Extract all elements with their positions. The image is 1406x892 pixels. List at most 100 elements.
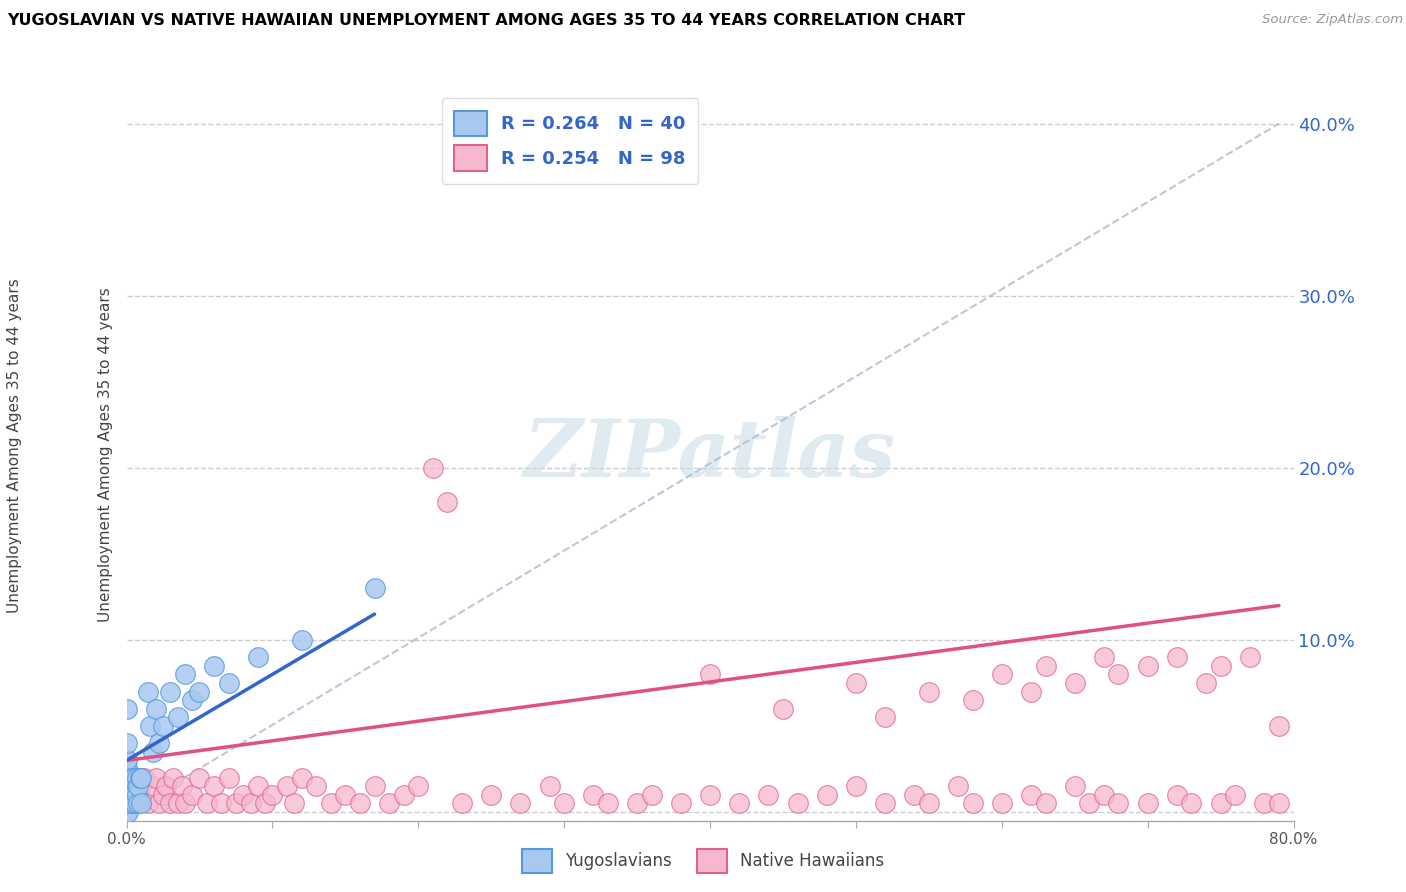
- Point: [990, 667, 1012, 681]
- Text: Unemployment Among Ages 35 to 44 years: Unemployment Among Ages 35 to 44 years: [7, 278, 21, 614]
- Point: [115, 753, 138, 767]
- Point: [170, 779, 193, 793]
- Point: [451, 797, 474, 811]
- Point: [232, 788, 254, 802]
- Point: [262, 788, 284, 802]
- Point: [1209, 658, 1232, 673]
- Point: [1253, 797, 1275, 811]
- Point: [139, 719, 162, 733]
- Point: [786, 797, 808, 811]
- Point: [640, 788, 664, 802]
- Point: [166, 797, 188, 811]
- Point: [138, 797, 160, 811]
- Point: [145, 771, 167, 785]
- Point: [125, 771, 148, 785]
- Point: [115, 762, 138, 776]
- Point: [117, 805, 139, 819]
- Point: [115, 779, 138, 793]
- Point: [115, 702, 138, 716]
- Point: [125, 788, 148, 802]
- Point: [132, 771, 155, 785]
- Point: [1063, 779, 1085, 793]
- Point: [115, 736, 138, 750]
- Point: [1092, 650, 1115, 665]
- Point: [815, 788, 838, 802]
- Point: [120, 788, 142, 802]
- Point: [218, 676, 240, 690]
- Point: [239, 797, 262, 811]
- Point: [699, 667, 721, 681]
- Point: [174, 667, 197, 681]
- Point: [162, 771, 184, 785]
- Point: [246, 650, 269, 665]
- Point: [115, 797, 138, 811]
- Point: [918, 797, 941, 811]
- Point: [408, 779, 430, 793]
- Point: [225, 797, 247, 811]
- Point: [990, 797, 1012, 811]
- Point: [127, 797, 149, 811]
- Point: [1108, 797, 1130, 811]
- Point: [596, 797, 619, 811]
- Point: [127, 779, 149, 793]
- Point: [181, 788, 204, 802]
- Point: [115, 788, 138, 802]
- Point: [124, 797, 146, 811]
- Point: [845, 779, 868, 793]
- Point: [1136, 658, 1159, 673]
- Point: [148, 797, 170, 811]
- Point: [1063, 676, 1085, 690]
- Point: [142, 745, 165, 759]
- Point: [962, 797, 984, 811]
- Point: [188, 684, 211, 698]
- Point: [1166, 650, 1188, 665]
- Point: [1180, 797, 1202, 811]
- Legend: R = 0.264   N = 40, R = 0.254   N = 98: R = 0.264 N = 40, R = 0.254 N = 98: [441, 98, 699, 184]
- Point: [509, 797, 531, 811]
- Point: [669, 797, 692, 811]
- Point: [195, 797, 218, 811]
- Point: [254, 797, 277, 811]
- Point: [1019, 788, 1042, 802]
- Point: [1136, 797, 1159, 811]
- Point: [1078, 797, 1101, 811]
- Text: Source: ZipAtlas.com: Source: ZipAtlas.com: [1263, 13, 1403, 27]
- Point: [772, 702, 794, 716]
- Point: [115, 753, 138, 767]
- Point: [1019, 684, 1042, 698]
- Point: [122, 797, 145, 811]
- Point: [121, 797, 143, 811]
- Point: [202, 779, 225, 793]
- Point: [152, 719, 174, 733]
- Point: [115, 771, 138, 785]
- Point: [699, 788, 721, 802]
- Point: [129, 771, 152, 785]
- Point: [319, 797, 342, 811]
- Point: [553, 797, 575, 811]
- Point: [962, 693, 984, 707]
- Point: [122, 788, 145, 802]
- Point: [1268, 797, 1291, 811]
- Point: [276, 779, 298, 793]
- Point: [148, 736, 170, 750]
- Point: [335, 788, 357, 802]
- Point: [181, 693, 204, 707]
- Point: [115, 788, 138, 802]
- Point: [903, 788, 925, 802]
- Point: [479, 788, 502, 802]
- Point: [918, 684, 941, 698]
- Point: [1195, 676, 1218, 690]
- Point: [363, 779, 385, 793]
- Point: [363, 582, 385, 596]
- Point: [209, 797, 232, 811]
- Point: [166, 710, 188, 724]
- Point: [875, 797, 897, 811]
- Point: [538, 779, 561, 793]
- Point: [118, 797, 141, 811]
- Point: [1108, 667, 1130, 681]
- Point: [1092, 788, 1115, 802]
- Point: [120, 771, 142, 785]
- Point: [946, 779, 969, 793]
- Point: [246, 779, 269, 793]
- Point: [728, 797, 751, 811]
